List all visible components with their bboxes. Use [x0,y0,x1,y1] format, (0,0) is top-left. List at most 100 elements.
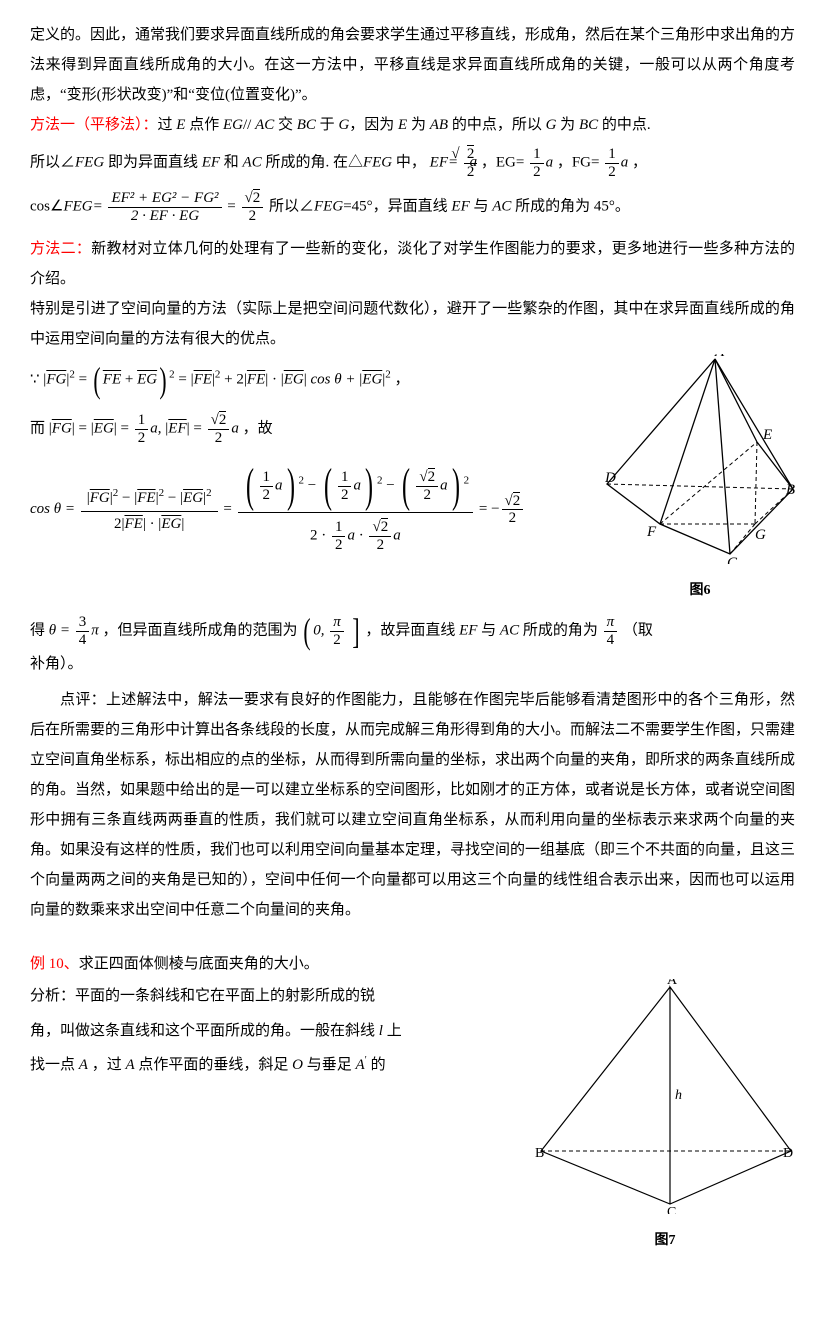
t: 得 [30,622,49,638]
lbl-D: D [605,470,616,486]
t: 所以∠ [30,154,75,170]
t: 过 [158,117,173,133]
t: 为 [411,117,426,133]
fig7-svg: A B C D h [535,979,795,1214]
ex10-a1: 分析：平面的一条斜线和它在平面上的射影所成的锐 [30,979,525,1014]
t: cos∠ [30,198,63,214]
t: 角，叫做这条直线和这个平面所成的角。一般在斜线 [30,1023,375,1039]
v: AC [492,198,511,214]
paragraph-intro: 定义的。因此，通常我们要求异面直线所成的角会要求学生通过平移直线，形成角，然后在… [30,20,795,110]
frac-sqrt2-2-result: √22 [242,190,264,224]
figure-7: A B C D h 图7 [535,979,795,1255]
v: a [621,154,629,170]
eq2: 而 |FG| = |EG| = 12a, |EF| = √22a ，故 [30,412,595,446]
v: EF [459,622,477,638]
lbl-A7: A [667,979,678,988]
method2-label: 方法二： [30,241,91,257]
lbl-B7: B [535,1146,544,1161]
t: 而 [30,420,49,436]
lbl-C7: C [667,1205,676,1214]
t: ∵ [30,371,43,387]
lbl-h7: h [675,1088,682,1103]
v: AC [255,117,274,133]
v: EF [451,198,469,214]
comment-body: 上述解法中，解法一要求有良好的作图能力，且能够在作图完毕后能够看清楚图形中的各个… [30,692,795,918]
v: FEG= [63,198,102,214]
v: EF [202,154,220,170]
angle-line: 所以∠FEG 即为异面直线 EF 和 AC 所成的角. 在△FEG 中， EF=… [30,146,795,180]
t: // [243,117,251,133]
t: 于 [320,117,335,133]
ex10-a2: 角，叫做这条直线和这个平面所成的角。一般在斜线 l 上 [30,1014,525,1049]
method2-line: 方法二：新教材对立体几何的处理有了一些新的变化，淡化了对学生作图能力的要求，更多… [30,234,795,294]
v: a [546,154,554,170]
lbl-E: E [762,427,772,443]
v: FEG [314,198,343,214]
t: 所以∠ [269,198,314,214]
t: 与垂足 [307,1057,352,1073]
t: 的中点. [602,117,651,133]
t: 点作 [189,117,219,133]
fig7-caption: 图7 [535,1227,795,1255]
t: 所成的角为 [523,622,598,638]
t: 与 [481,622,496,638]
v: AC [243,154,262,170]
lbl-B: B [786,482,795,498]
ex10-label: 例 10、 [30,956,79,972]
t: ，EG= [481,154,524,170]
fig6-caption: 图6 [605,577,795,605]
v: θ = [49,622,74,638]
theta-line: 得 θ = 34π ，但异面直线所成角的范围为 (0, π2 ] ，故异面直线 … [30,613,795,649]
v: G [338,117,349,133]
t: 即为异面直线 [108,154,198,170]
lbl-A: A [714,354,725,360]
v: a [470,154,478,170]
comment-lead: 点评： [60,692,106,708]
ex10-a3: 找一点 A ，过 A 点作平面的垂线，斜足 O 与垂足 A′ 的 [30,1048,525,1083]
eq: = [227,198,239,214]
analysis-label: 分析： [30,988,75,1004]
t: ，FG= [557,154,600,170]
v: A [125,1057,134,1073]
t: ， [632,154,647,170]
t: ，过 [92,1057,122,1073]
t: 所成的角. 在△ [265,154,363,170]
lbl-C: C [727,555,738,564]
cos-formula: cos∠FEG= EF² + EG² − FG² 2 · EF · EG = √… [30,190,795,224]
t: 所成的角为 45°。 [515,198,630,214]
figure-6: A B C D E F G 图6 [605,354,795,605]
t: ，但异面直线所成角的范围为 [103,622,298,638]
t: ，因为 [349,117,394,133]
frac-1-2b: 12 [605,146,619,180]
t: 中， [396,154,426,170]
t: 上 [387,1023,402,1039]
ex10-body: 求正四面体侧棱与底面夹角的大小。 [79,956,319,972]
t: 新教材对立体几何的处理有了一些新的变化，淡化了对学生作图能力的要求，更多地进行一… [30,241,795,287]
frac-1-2: 12 [530,146,544,180]
v: AB [430,117,448,133]
v: E [398,117,407,133]
lbl-F: F [646,524,657,540]
p6: 特别是引进了空间向量的方法（实际上是把空间问题代数化），避开了一些繁杂的作图，其… [30,294,795,354]
t: 与 [473,198,488,214]
v: E [176,117,185,133]
t: =45°，异面直线 [343,198,447,214]
eq3: cos θ = |FG|2 − |FE|2 − |EG|2 2|FE| · |E… [30,460,595,559]
t: 交 [278,117,293,133]
v: AC [500,622,519,638]
v: FEG [363,154,392,170]
eq1: ∵ |FG|2 = (FE + EG)2 = |FE|2 + 2|FE| · |… [30,362,595,398]
ex10-analysis-row: 分析：平面的一条斜线和它在平面上的射影所成的锐 角，叫做这条直线和这个平面所成的… [30,979,795,1255]
v: O [292,1057,303,1073]
v: BC [579,117,598,133]
lbl-G: G [755,527,766,543]
method1-label: 方法一（平移法）： [30,117,158,133]
t: 和 [224,154,239,170]
method1-line: 方法一（平移法）：过 E 点作 EG// AC 交 BC 于 G，因为 E 为 … [30,110,795,140]
t: （取 [623,622,653,638]
v: l [379,1023,383,1039]
eq-with-fig6: ∵ |FG|2 = (FE + EG)2 = |FE|2 + 2|FE| · |… [30,354,795,605]
t: 的中点，所以 [452,117,542,133]
frac-cos: EF² + EG² − FG² 2 · EF · EG [108,190,221,224]
v: BC [297,117,316,133]
